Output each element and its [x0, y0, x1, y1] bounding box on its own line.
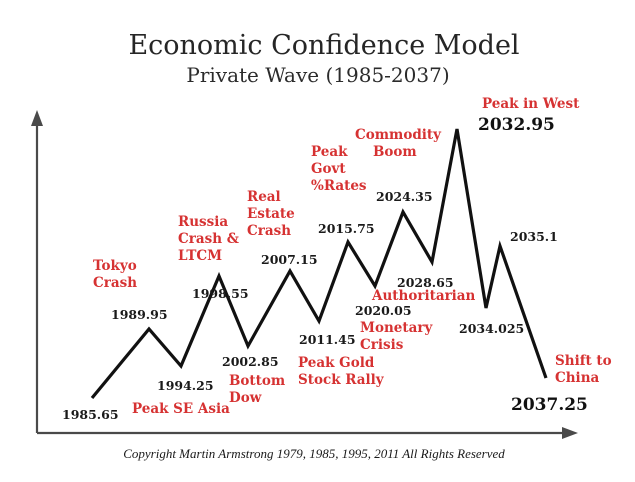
- axes: [31, 110, 578, 439]
- date-label: 2011.45: [299, 332, 356, 347]
- date-label: 2015.75: [318, 221, 375, 236]
- date-label: 2028.65: [397, 275, 454, 290]
- diagram-subtitle: Private Wave (1985-2037): [186, 63, 449, 87]
- date-label-peak: 2032.95: [478, 115, 555, 135]
- event-label-bottom-dow: Bottom Dow: [229, 373, 290, 406]
- date-labels: 1985.65 1989.95 1994.25 1998.55 2002.85 …: [62, 115, 588, 422]
- private-wave-line: [90, 128, 548, 400]
- date-label: 1994.25: [157, 378, 214, 393]
- event-label-peak-se-asia: Peak SE Asia: [132, 401, 230, 417]
- event-label-authoritarian: Authoritarian: [371, 288, 476, 304]
- date-label: 2007.15: [261, 252, 318, 267]
- event-label-commodity-boom: Commodity Boom: [355, 127, 446, 160]
- date-label: 1998.55: [192, 286, 249, 301]
- date-label: 2020.05: [355, 303, 412, 318]
- event-label-peak-govt-rates: Peak Govt %Rates: [311, 144, 367, 194]
- y-axis-arrow-icon: [31, 110, 43, 126]
- event-labels: Tokyo Crash Peak SE Asia Russia Crash & …: [93, 96, 616, 417]
- x-axis-arrow-icon: [562, 427, 578, 439]
- event-label-tokyo-crash: Tokyo Crash: [93, 258, 141, 291]
- date-label: 2034.025: [459, 321, 524, 336]
- event-label-russia-crash: Russia Crash & LTCM: [178, 214, 244, 264]
- date-label: 2002.85: [222, 354, 279, 369]
- event-label-shift-to-china: Shift to China: [555, 353, 616, 386]
- diagram-title: Economic Confidence Model: [128, 30, 519, 61]
- copyright-footer: Copyright Martin Armstrong 1979, 1985, 1…: [123, 446, 505, 461]
- event-label-monetary-crisis: Monetary Crisis: [360, 320, 437, 353]
- date-label: 2024.35: [376, 189, 433, 204]
- date-label: 2035.1: [510, 229, 558, 244]
- event-label-real-estate-crash: Real Estate Crash: [247, 189, 299, 239]
- event-label-peak-in-west: Peak in West: [482, 96, 580, 112]
- event-label-peak-gold: Peak Gold Stock Rally: [298, 355, 385, 388]
- date-label-end: 2037.25: [511, 395, 588, 415]
- date-label: 1985.65: [62, 407, 119, 422]
- date-label: 1989.95: [111, 307, 168, 322]
